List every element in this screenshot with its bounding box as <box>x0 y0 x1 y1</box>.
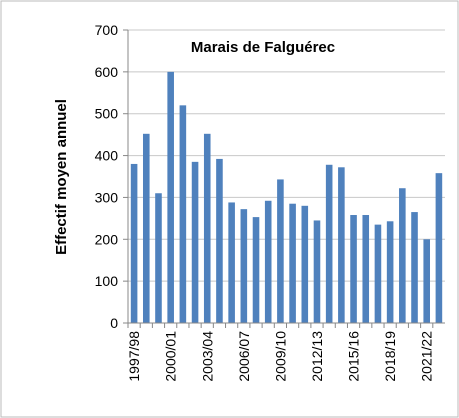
y-tick-label: 300 <box>95 189 119 205</box>
bar <box>277 179 284 323</box>
y-tick-label: 0 <box>110 315 118 331</box>
bar <box>313 220 321 323</box>
bar <box>301 205 309 323</box>
y-tick-label: 100 <box>95 273 119 289</box>
bar <box>203 133 211 323</box>
bar <box>130 163 138 323</box>
y-tick-label: 400 <box>95 148 119 164</box>
bar <box>374 224 382 323</box>
bar <box>350 215 357 323</box>
y-tick-label: 700 <box>95 22 119 38</box>
y-tick-label: 200 <box>95 231 119 247</box>
y-axis-label: Effectif moyen annuel <box>53 99 70 255</box>
bar <box>179 105 187 323</box>
bar <box>399 188 406 323</box>
bar <box>167 71 174 323</box>
bar <box>435 173 443 323</box>
y-tick-label: 600 <box>95 64 119 80</box>
chart-title: Marais de Falguérec <box>191 39 335 56</box>
x-tick-label: 2012/13 <box>309 331 325 382</box>
bar <box>411 212 418 323</box>
x-tick-label: 2006/07 <box>236 331 252 382</box>
bar <box>264 200 272 323</box>
bar <box>142 133 150 323</box>
bar <box>289 203 296 323</box>
bar <box>252 217 260 323</box>
x-tick-label: 2003/04 <box>199 331 215 382</box>
bar <box>325 164 333 323</box>
x-tick-label: 2000/01 <box>163 331 179 382</box>
x-tick-label: 1997/98 <box>126 331 142 382</box>
bar <box>338 167 345 323</box>
y-tick-label: 500 <box>95 106 119 122</box>
bar <box>386 221 394 323</box>
bar <box>216 158 223 323</box>
x-tick-label: 2009/10 <box>272 331 288 382</box>
bar <box>362 215 370 323</box>
x-tick-label: 2018/19 <box>382 331 398 382</box>
bar <box>228 202 235 323</box>
x-tick-label: 2015/16 <box>346 331 362 382</box>
bar <box>423 239 431 323</box>
bar <box>240 209 248 323</box>
x-tick-label: 2021/22 <box>419 331 435 382</box>
bar <box>155 193 162 323</box>
bar <box>191 161 199 323</box>
